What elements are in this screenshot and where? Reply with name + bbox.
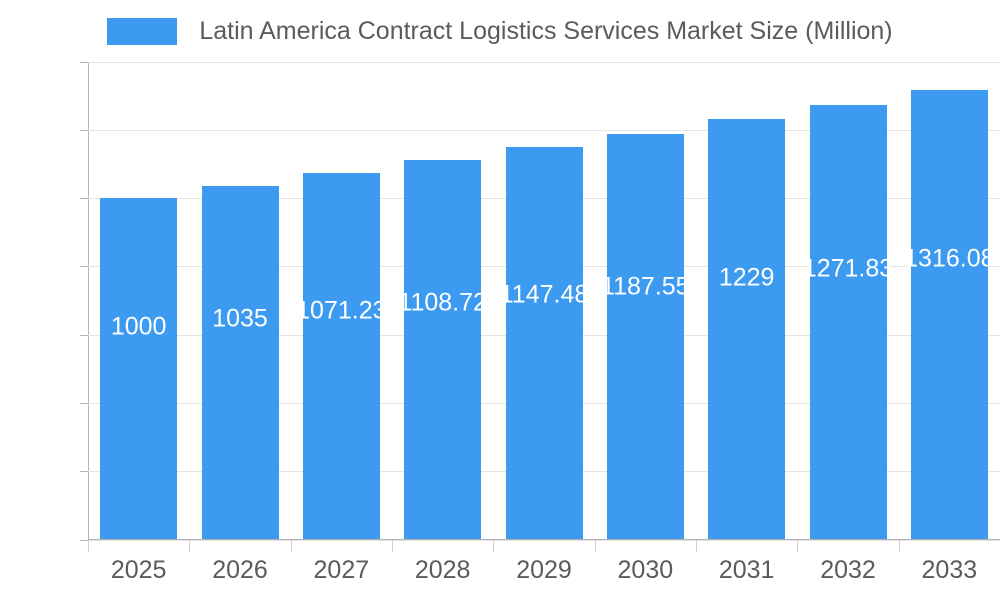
- x-axis-tick-mark: [88, 540, 89, 552]
- x-axis-tick-mark: [594, 540, 596, 552]
- x-axis-category-label: 2028: [414, 556, 471, 584]
- x-axis-tick-mark: [696, 540, 697, 552]
- y-axis-line: [88, 62, 89, 540]
- y-axis-tick-mark: [80, 539, 88, 541]
- bar[interactable]: [201, 185, 279, 539]
- x-axis-tick-mark: [797, 540, 799, 552]
- x-axis-category-label: 2027: [313, 556, 370, 584]
- y-axis-tick-mark: [80, 129, 88, 131]
- y-axis-tick-mark: [80, 266, 88, 268]
- chart-legend: Latin America Contract Logistics Service…: [0, 0, 1000, 62]
- bar[interactable]: [708, 119, 786, 539]
- y-axis-tick-mark: [80, 198, 88, 200]
- y-axis-tick-mark: [80, 61, 88, 63]
- x-axis-category-label: 2025: [110, 556, 167, 584]
- bar[interactable]: [505, 147, 583, 539]
- bar[interactable]: [302, 173, 380, 539]
- x-axis-category-label: 2031: [718, 556, 775, 584]
- bar[interactable]: [910, 89, 988, 539]
- x-axis-category-label: 2029: [516, 556, 572, 584]
- bar[interactable]: [100, 197, 178, 539]
- legend-item-market-size[interactable]: Latin America Contract Logistics Service…: [107, 16, 893, 45]
- y-axis-tick-mark: [80, 402, 88, 404]
- x-axis-tick-mark: [493, 540, 495, 552]
- x-axis-category-label: 2030: [617, 556, 674, 584]
- x-axis-category-label: 2033: [921, 556, 978, 584]
- bar[interactable]: [809, 104, 887, 539]
- gridline: [88, 129, 1000, 131]
- legend-item-label: Latin America Contract Logistics Service…: [199, 16, 893, 45]
- y-axis-tick-mark: [80, 471, 88, 473]
- x-axis-tick-mark: [189, 540, 191, 552]
- gridline: [88, 539, 1000, 541]
- bar[interactable]: [404, 160, 482, 539]
- x-axis-tick-mark: [898, 540, 900, 552]
- y-axis-tick-mark: [80, 334, 88, 336]
- x-axis-category-label: 2026: [212, 556, 268, 584]
- gridline: [88, 61, 1000, 63]
- bar[interactable]: [606, 133, 684, 539]
- legend-color-swatch-icon[interactable]: [107, 17, 178, 45]
- x-axis-category-label: 2032: [820, 556, 876, 584]
- plot-area: 0200400600800100012001400 100010351071.2…: [80, 61, 1000, 583]
- x-axis-tick-mark: [290, 540, 292, 552]
- x-axis-tick-mark: [392, 540, 393, 552]
